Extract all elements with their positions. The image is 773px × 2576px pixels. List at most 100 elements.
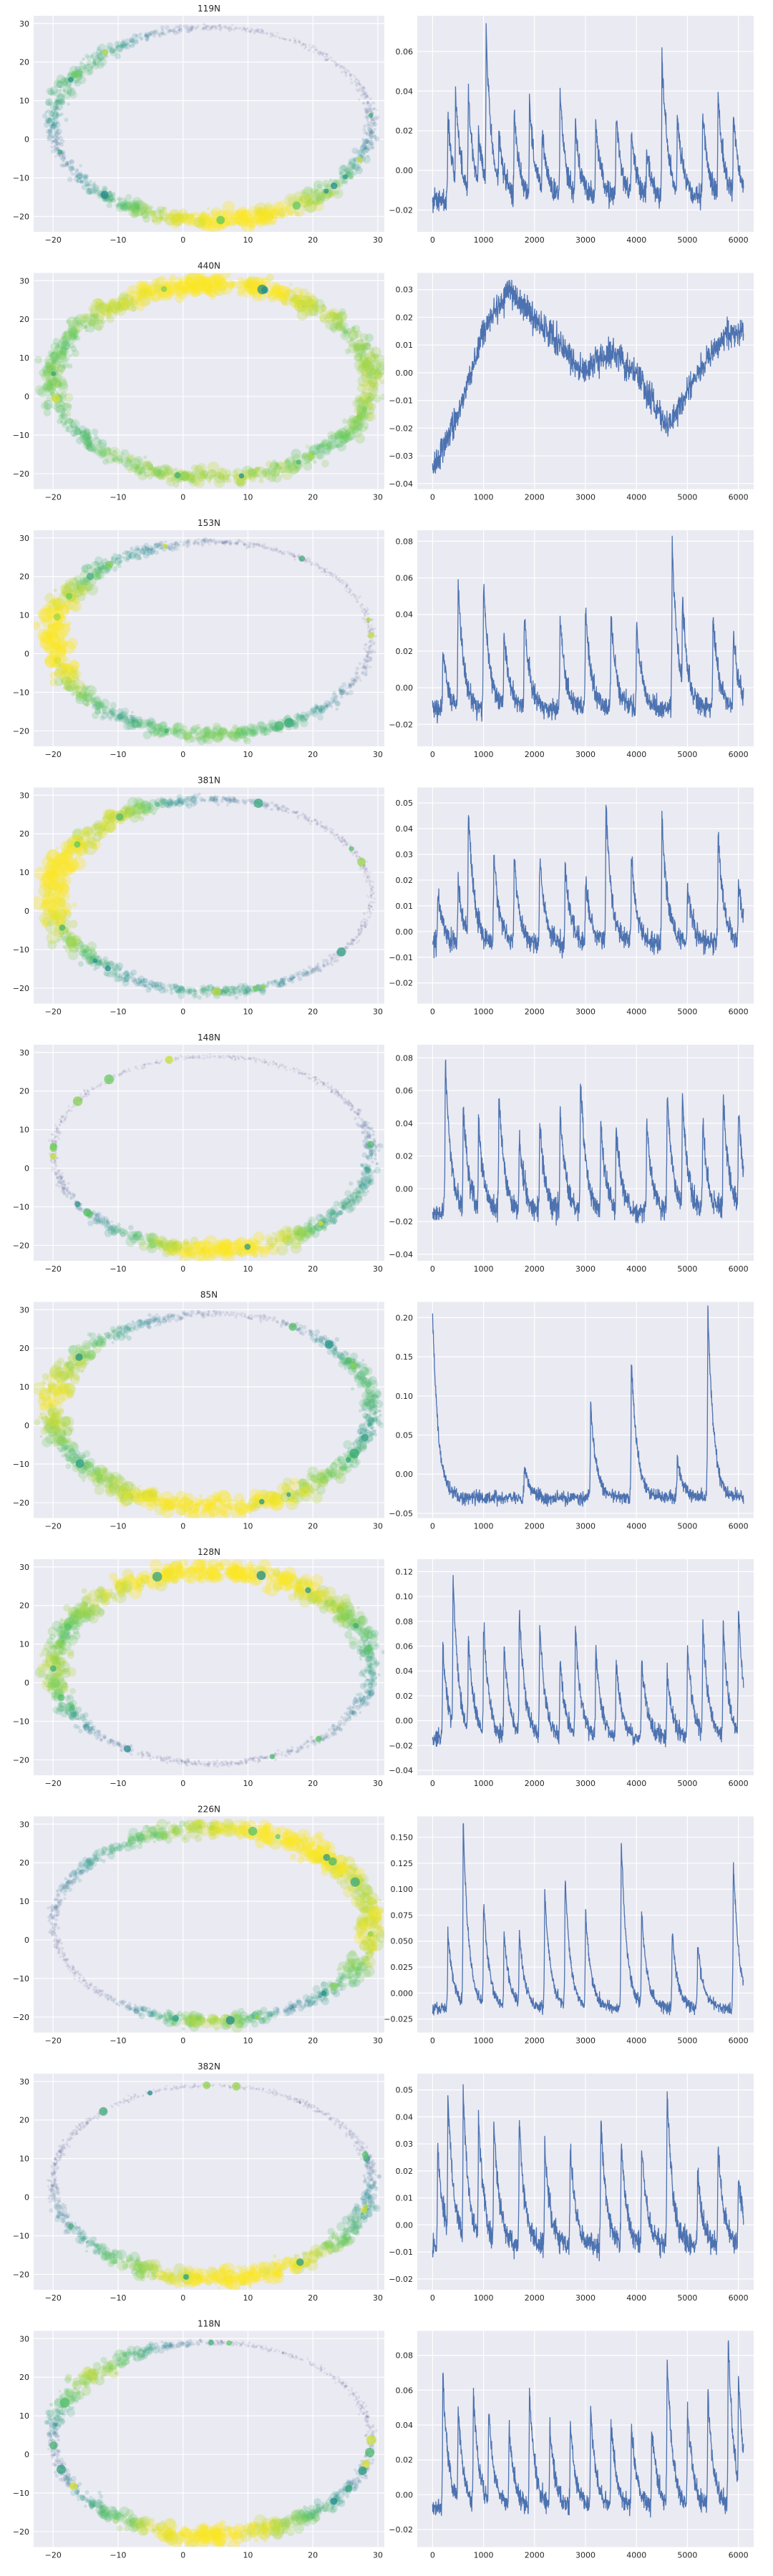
trajectory-point (299, 716, 307, 723)
trajectory-point (106, 314, 115, 323)
trajectory-point (46, 382, 57, 394)
trajectory-point (177, 544, 181, 547)
trajectory-point (353, 157, 357, 162)
trajectory-point (308, 822, 312, 826)
trajectory-point (99, 448, 108, 457)
trajectory-point (102, 447, 112, 457)
trajectory-point (263, 210, 278, 225)
trajectory-point (324, 570, 326, 573)
trajectory-point (211, 24, 215, 28)
trajectory-point (87, 313, 100, 326)
trajectory-point (335, 64, 338, 67)
trajectory-point (314, 192, 324, 202)
trajectory-point (356, 1111, 359, 1115)
trajectory-point (344, 68, 347, 71)
trajectory-point (56, 350, 67, 361)
trajectory-point (334, 695, 338, 700)
trajectory-point (140, 210, 149, 219)
trajectory-point (290, 980, 295, 984)
trajectory-point (361, 379, 373, 391)
trajectory-point (348, 330, 359, 341)
trajectory-point (150, 547, 156, 553)
trajectory-point (316, 823, 319, 826)
trajectory-point (368, 386, 379, 396)
trajectory-point (224, 991, 228, 995)
trajectory-point (183, 729, 193, 740)
trajectory-point (226, 985, 233, 993)
trajectory-point (353, 79, 356, 83)
trajectory-point (170, 542, 175, 546)
trajectory-point (206, 539, 210, 543)
trajectory-point (190, 286, 202, 297)
trajectory-point (335, 444, 340, 449)
trajectory-point (59, 909, 67, 917)
trajectory-point (303, 714, 309, 721)
trajectory-point (203, 541, 208, 545)
trajectory-point (68, 680, 76, 687)
trajectory-point (162, 472, 165, 476)
trajectory-point (197, 995, 202, 1000)
trajectory-point (160, 982, 166, 990)
trajectory-point (303, 973, 307, 977)
trajectory-point (139, 548, 146, 555)
trajectory-point (130, 206, 140, 216)
trajectory-point (209, 795, 213, 799)
trajectory-ytick-label: 10 (19, 97, 29, 106)
trajectory-point (65, 685, 73, 692)
trajectory-point (149, 210, 157, 218)
trajectory-point (359, 605, 362, 608)
trajectory-point (179, 540, 182, 543)
trajectory-point (38, 608, 52, 623)
trajectory-point (110, 197, 116, 203)
trajectory-point (338, 688, 342, 693)
trajectory-point (174, 472, 181, 479)
trajectory-point (181, 287, 188, 294)
trajectory-point (78, 176, 82, 180)
trajectory-point (364, 94, 368, 97)
trajectory-point (341, 182, 344, 185)
trajectory-point (346, 942, 349, 945)
trajectory-point (74, 685, 78, 689)
trajectory-point (50, 391, 54, 396)
trajectory-point (342, 174, 349, 180)
trajectory-point (49, 351, 59, 362)
trajectory-point (357, 79, 361, 83)
trajectory-point (77, 584, 88, 595)
trajectory-point (160, 796, 163, 800)
trajectory-point (83, 1088, 86, 1091)
trajectory-point (367, 613, 370, 615)
trajectory-point (112, 303, 116, 307)
trajectory-point (195, 277, 210, 292)
trajectory-point (310, 187, 317, 195)
trajectory-point (52, 862, 64, 874)
trajectory-point (244, 987, 253, 996)
trajectory-point (323, 1082, 326, 1085)
trajectory-point (95, 1211, 102, 1218)
trajectory-point (346, 328, 351, 333)
trajectory-point (359, 1163, 364, 1168)
trajectory-point (90, 561, 99, 570)
trajectory-point (49, 123, 56, 130)
trajectory-point (98, 960, 102, 964)
trajectory-point (269, 32, 272, 36)
trajectory-point (273, 35, 277, 38)
trajectory-point (193, 477, 205, 488)
trajectory-point (120, 291, 129, 301)
trajectory-point (208, 481, 211, 484)
trajectory-point (43, 381, 54, 391)
trajectory-point (367, 110, 370, 113)
trajectory-point (54, 915, 67, 927)
trajectory-point (58, 98, 66, 105)
trajectory-point (262, 31, 265, 34)
trajectory-point (368, 370, 374, 375)
trajectory-point (110, 713, 115, 718)
trajectory-point (205, 477, 208, 479)
trajectory-point (214, 286, 219, 291)
trajectory-point (282, 293, 289, 300)
trajectory-point (181, 725, 188, 731)
trajectory-point (109, 47, 116, 54)
trajectory-point (184, 213, 195, 223)
trajectory-point (50, 137, 57, 142)
trajectory-point (335, 834, 338, 836)
trajectory-point (72, 434, 76, 437)
